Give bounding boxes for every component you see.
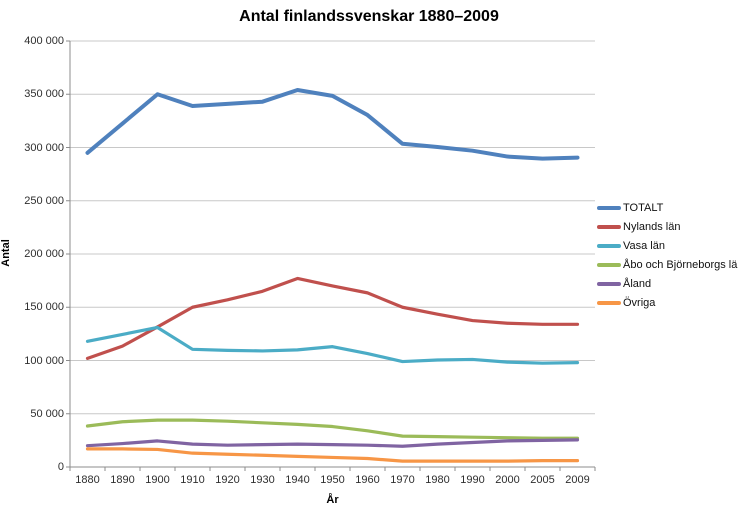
legend-line-swatch-icon: [597, 262, 621, 267]
y-tick-label: 0: [57, 461, 64, 473]
legend-line-swatch-icon: [597, 300, 621, 305]
x-tick-label: 1950: [320, 474, 345, 486]
series-line-2: [85, 325, 580, 365]
legend-item: TOTALT: [597, 198, 737, 217]
legend-label: Övriga: [623, 296, 656, 309]
legend-line-swatch-icon: [597, 205, 621, 210]
x-tick-label: 1930: [250, 474, 275, 486]
x-tick-label: 1920: [215, 474, 240, 486]
y-tick-label: 300 000: [24, 141, 64, 154]
legend-line-swatch-icon: [597, 243, 621, 248]
legend-label: Åbo och Björneborgs län: [623, 258, 738, 271]
chart-title: Antal finlandssvenskar 1880–2009: [239, 8, 499, 25]
y-tick-label: 350 000: [24, 88, 64, 101]
legend-item: Vasa län: [597, 236, 737, 255]
legend: TOTALT Nylands län Vasa län Åbo och Björneb…: [597, 198, 738, 312]
legend-label: Vasa län: [623, 239, 665, 252]
x-tick-label: 1910: [180, 474, 205, 486]
legend-label: TOTALT: [623, 201, 664, 214]
y-tick-label: 100 000: [24, 354, 64, 367]
y-tick-label: 400 000: [24, 35, 64, 47]
x-tick-label: 1900: [145, 474, 170, 486]
gridlines: [70, 40, 595, 415]
legend-line-swatch-icon: [597, 281, 621, 286]
x-tick-label: 1960: [355, 474, 380, 486]
legend-item: Nylands län: [597, 217, 737, 236]
legend-item: Åland: [597, 274, 737, 293]
x-tick-label: 1970: [390, 474, 415, 486]
y-tick-label: 150 000: [24, 301, 64, 314]
x-tick-label: 1890: [110, 474, 135, 486]
y-tick-label: 50 000: [30, 407, 64, 420]
x-tick-label: 1980: [425, 474, 450, 486]
legend-item: Åbo och Björneborgs län: [597, 255, 738, 274]
legend-label: Åland: [623, 277, 652, 290]
legend-label: Nylands län: [623, 220, 681, 233]
x-tick-label: 1990: [460, 474, 485, 486]
series-line-5: [85, 447, 580, 463]
y-tick-label: 200 000: [24, 248, 64, 260]
series-lines: [85, 87, 580, 463]
series-line-1: [85, 276, 580, 360]
series-line-0: [85, 87, 580, 161]
x-tick-label: 2005: [530, 474, 555, 486]
x-tick-label: 2000: [495, 474, 520, 486]
x-tick-label: 1880: [75, 474, 100, 486]
x-tick-label: 1940: [285, 474, 310, 486]
legend-line-swatch-icon: [597, 224, 621, 229]
x-axis-title: År: [326, 494, 339, 506]
legend-item: Övriga: [597, 293, 737, 312]
axes: [66, 40, 596, 471]
x-tick-label: 2009: [565, 474, 590, 486]
series-line-4: [85, 438, 580, 448]
y-tick-label: 250 000: [24, 194, 64, 207]
series-line-3: [85, 418, 580, 440]
